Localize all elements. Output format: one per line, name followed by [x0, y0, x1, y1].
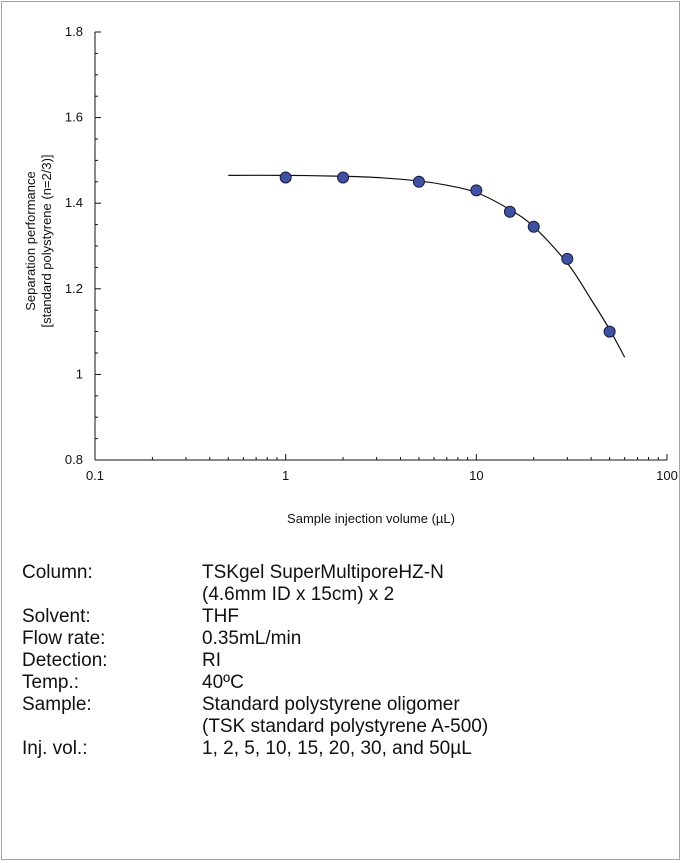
y-tick-label: 1.4 — [65, 195, 83, 210]
condition-value: RI — [202, 650, 662, 672]
condition-value-line: (TSK standard polystyrene A-500) — [202, 716, 489, 737]
data-point — [337, 171, 350, 184]
x-tick-label: 10 — [469, 468, 483, 483]
condition-row: Solvent: THF — [22, 606, 662, 628]
condition-value: TSKgel SuperMultiporeHZ-N (4.6mm ID x 15c… — [202, 562, 662, 606]
y-axis-label: Separation performance — [23, 171, 38, 310]
condition-row: Flow rate: 0.35mL/min — [22, 628, 662, 650]
conditions-table: Column: TSKgel SuperMultiporeHZ-N (4.6mm I… — [22, 562, 662, 760]
data-point — [470, 184, 483, 197]
condition-label: Solvent: — [22, 606, 91, 627]
y-tick-label: 1.6 — [65, 110, 83, 125]
condition-value-line: THF — [202, 606, 239, 627]
condition-label: Sample: — [22, 694, 92, 715]
condition-value: THF — [202, 606, 662, 628]
x-tick-label: 0.1 — [86, 468, 104, 483]
data-point — [561, 252, 574, 265]
condition-row: Sample: Standard polystyrene oligomer (TSK… — [22, 694, 662, 738]
condition-label: Column: — [22, 562, 93, 583]
fit-curve — [228, 174, 626, 358]
condition-value-line: (4.6mm ID x 15cm) x 2 — [202, 584, 395, 605]
condition-label: Detection: — [22, 650, 108, 671]
x-tick-label: 1 — [282, 468, 289, 483]
condition-value-line: TSKgel SuperMultiporeHZ-N — [202, 562, 444, 583]
condition-value: 40ºC — [202, 672, 662, 694]
condition-value: Standard polystyrene oligomer (TSK standa… — [202, 694, 662, 738]
condition-row: Column: TSKgel SuperMultiporeHZ-N (4.6mm I… — [22, 562, 662, 606]
condition-row: Temp.: 40ºC — [22, 672, 662, 694]
y-tick-label: 1.8 — [65, 24, 83, 39]
condition-label: Inj. vol.: — [22, 738, 88, 759]
y-tick-label: 0.8 — [65, 452, 83, 467]
condition-label: Flow rate: — [22, 628, 106, 649]
condition-value: 0.35mL/min — [202, 628, 662, 650]
x-axis-label: Sample injection volume (µL) — [287, 511, 455, 526]
data-point — [503, 205, 516, 218]
chart: 0.8 1 1.2 1.4 1.6 1.8 0.1 1 10 100 Sample injectio… — [23, 24, 678, 526]
y-tick-label: 1 — [76, 366, 83, 381]
data-point — [527, 220, 540, 233]
condition-value-line: 0.35mL/min — [202, 628, 302, 649]
y-tick-label: 1.2 — [65, 281, 83, 296]
data-point — [412, 175, 425, 188]
y-axis-label: [standard polystyrene (n=2/3)] — [39, 154, 54, 327]
condition-value-line: 1, 2, 5, 10, 15, 20, 30, and 50µL — [202, 738, 472, 759]
data-point — [603, 325, 616, 338]
condition-value-line: RI — [202, 650, 221, 671]
x-tick-label: 100 — [656, 468, 678, 483]
condition-row: Inj. vol.: 1, 2, 5, 10, 15, 20, 30, and 5… — [22, 738, 662, 760]
condition-value-line: 40ºC — [202, 672, 244, 693]
condition-row: Detection: RI — [22, 650, 662, 672]
condition-label: Temp.: — [22, 672, 80, 693]
condition-value-line: Standard polystyrene oligomer — [202, 694, 460, 715]
condition-value: 1, 2, 5, 10, 15, 20, 30, and 50µL — [202, 738, 662, 760]
data-point — [279, 171, 292, 184]
